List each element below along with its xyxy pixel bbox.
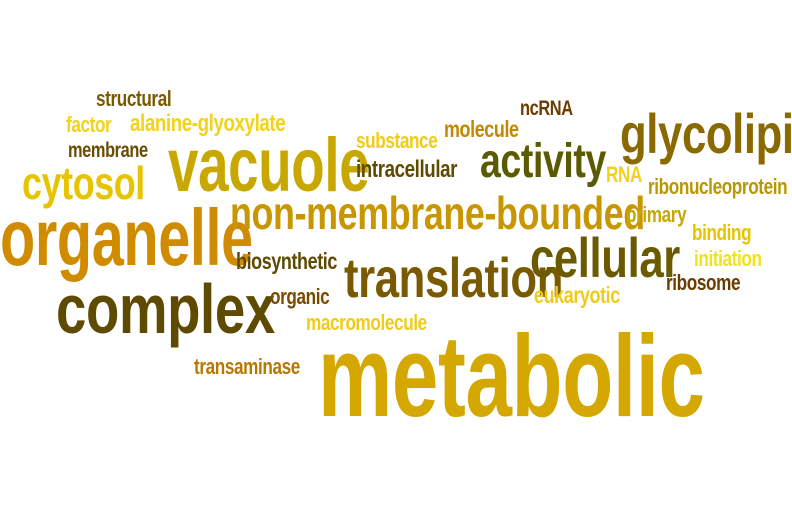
word-membrane: membrane — [68, 139, 148, 162]
word-cellular: cellular — [530, 226, 680, 289]
word-metabolic: metabolic — [318, 311, 705, 441]
word-substance: substance — [356, 128, 438, 153]
word-biosynthetic: biosynthetic — [236, 248, 337, 274]
word-intracellular: intracellular — [356, 156, 458, 183]
word-complex: complex — [56, 270, 275, 348]
word-non-membrane-bounded: non-membrane-bounded — [230, 187, 645, 239]
word-vacuole: vacuole — [168, 123, 370, 208]
word-macromolecule: macromolecule — [306, 310, 427, 335]
word-glycolipid: glycolipid — [620, 102, 792, 165]
word-ribonucleoprotein: ribonucleoprotein — [648, 174, 788, 199]
word-binding: binding — [692, 220, 752, 245]
word-primary: primary — [626, 202, 687, 227]
word-ribosome: ribosome — [666, 270, 741, 295]
word-ncRNA: ncRNA — [520, 97, 573, 120]
word-RNA: RNA — [606, 162, 643, 187]
word-initiation: initiation — [694, 246, 762, 271]
word-molecule: molecule — [444, 116, 519, 142]
word-translation: translation — [344, 246, 563, 309]
word-organic: organic — [270, 284, 330, 309]
word-structural: structural — [96, 86, 172, 111]
word-alanine-glyoxylate: alanine-glyoxylate — [130, 110, 286, 137]
word-transaminase: transaminase — [194, 354, 300, 379]
word-activity: activity — [480, 135, 606, 188]
word-cytosol: cytosol — [22, 157, 145, 209]
word-factor: factor — [66, 112, 112, 137]
word-eukaryotic: eukaryotic — [534, 282, 620, 308]
word-organelle: organelle — [0, 193, 253, 282]
